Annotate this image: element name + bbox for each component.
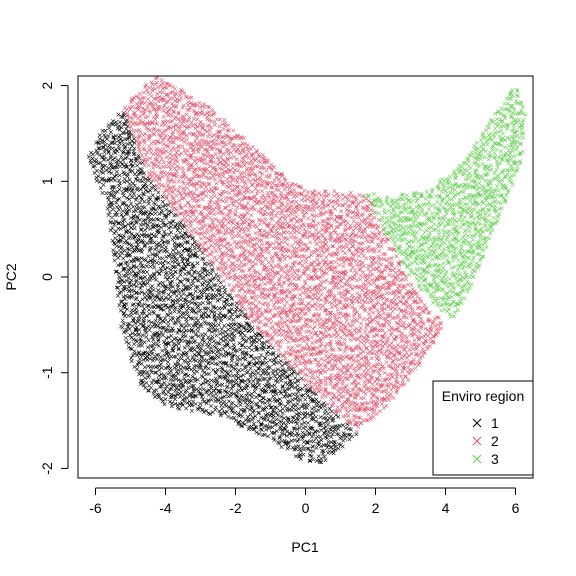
plot-box [77, 75, 534, 479]
legend-label-2: 2 [491, 433, 499, 449]
y-tick-label: 0 [39, 273, 55, 281]
y-axis: -2 -1 0 1 2 [39, 81, 69, 475]
x-axis-label: PC1 [291, 539, 318, 555]
legend-entries: 1 2 3 [472, 415, 499, 467]
x-tick-label: -6 [89, 500, 102, 516]
series-1-points [86, 110, 359, 465]
x-tick-label: 6 [512, 500, 520, 516]
points-layer [86, 75, 528, 465]
y-tick-label: 2 [39, 81, 55, 89]
y-tick-label: 1 [39, 177, 55, 185]
x-tick-label: 0 [302, 500, 310, 516]
x-tick-label: -4 [159, 500, 172, 516]
legend: Enviro region 1 2 3 [432, 380, 534, 476]
y-axis-label: PC2 [3, 263, 19, 290]
legend-marker-3 [472, 454, 482, 464]
series-3-markers [362, 87, 528, 319]
legend-box [432, 380, 534, 476]
series-3-points [362, 87, 528, 319]
legend-marker-1 [472, 418, 482, 428]
series-2-markers [122, 75, 444, 435]
x-tick-label: 4 [442, 500, 450, 516]
x-tick-label: 2 [372, 500, 380, 516]
series-2-points [122, 75, 444, 435]
legend-title: Enviro region [442, 388, 525, 404]
y-tick-label: -2 [39, 462, 55, 475]
x-tick-label: -2 [229, 500, 242, 516]
legend-marker-2 [472, 436, 482, 446]
series-1-markers [86, 110, 359, 465]
legend-label-1: 1 [491, 415, 499, 431]
y-tick-label: -1 [39, 366, 55, 379]
x-axis: -6 -4 -2 0 2 4 6 [89, 487, 520, 516]
legend-label-3: 3 [491, 451, 499, 467]
